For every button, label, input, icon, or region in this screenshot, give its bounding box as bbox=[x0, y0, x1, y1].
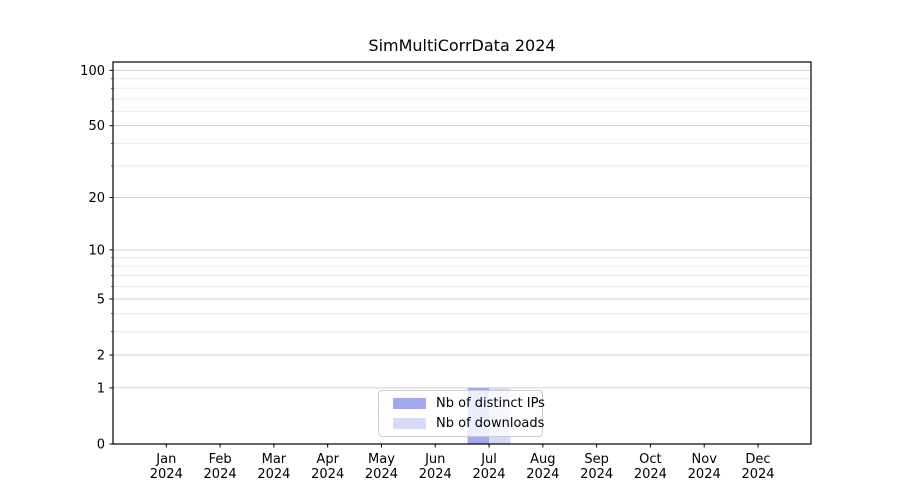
legend-swatch bbox=[393, 398, 426, 409]
x-tick-label-year: 2024 bbox=[580, 467, 613, 482]
y-tick-label: 10 bbox=[88, 243, 105, 258]
legend-swatch bbox=[393, 418, 426, 429]
x-tick-label-year: 2024 bbox=[257, 467, 290, 482]
x-tick-label-month: Dec bbox=[745, 452, 770, 467]
legend-item: Nb of downloads bbox=[393, 415, 545, 432]
x-tick-label-year: 2024 bbox=[741, 467, 774, 482]
x-tick-label-month: Jun bbox=[424, 452, 445, 467]
y-tick-label: 100 bbox=[80, 64, 105, 79]
y-tick-label: 50 bbox=[88, 119, 105, 134]
x-tick-label-year: 2024 bbox=[419, 467, 452, 482]
x-tick-label-year: 2024 bbox=[150, 467, 183, 482]
legend: Nb of distinct IPs Nb of downloads bbox=[378, 390, 545, 437]
x-tick-label-year: 2024 bbox=[634, 467, 667, 482]
plot-border bbox=[112, 61, 812, 445]
legend-label: Nb of distinct IPs bbox=[436, 396, 545, 411]
x-tick-label-year: 2024 bbox=[365, 467, 398, 482]
x-tick-label-year: 2024 bbox=[688, 467, 721, 482]
x-tick-label-month: Oct bbox=[639, 452, 661, 467]
x-tick-label-month: Apr bbox=[316, 452, 339, 467]
x-tick-label-month: Sep bbox=[584, 452, 609, 467]
y-tick-label: 1 bbox=[97, 381, 105, 396]
legend-item: Nb of distinct IPs bbox=[393, 395, 545, 412]
y-tick-label: 20 bbox=[88, 191, 105, 206]
x-tick-label-year: 2024 bbox=[204, 467, 237, 482]
y-tick-label: 0 bbox=[97, 438, 105, 453]
x-tick-label-month: Mar bbox=[262, 452, 287, 467]
x-tick-label-year: 2024 bbox=[526, 467, 559, 482]
y-tick-label: 2 bbox=[97, 349, 105, 364]
x-tick-label-month: May bbox=[368, 452, 395, 467]
chart-title: SimMultiCorrData 2024 bbox=[368, 36, 556, 55]
legend-label: Nb of downloads bbox=[436, 416, 545, 431]
x-tick-label-year: 2024 bbox=[311, 467, 344, 482]
x-tick-label-month: Nov bbox=[692, 452, 718, 467]
x-tick-label-month: Aug bbox=[530, 452, 555, 467]
x-tick-label-month: Feb bbox=[209, 452, 232, 467]
x-tick-label-month: Jul bbox=[480, 452, 497, 467]
x-tick-label-month: Jan bbox=[155, 452, 176, 467]
y-tick-label: 5 bbox=[97, 292, 105, 307]
x-tick-label-year: 2024 bbox=[472, 467, 505, 482]
